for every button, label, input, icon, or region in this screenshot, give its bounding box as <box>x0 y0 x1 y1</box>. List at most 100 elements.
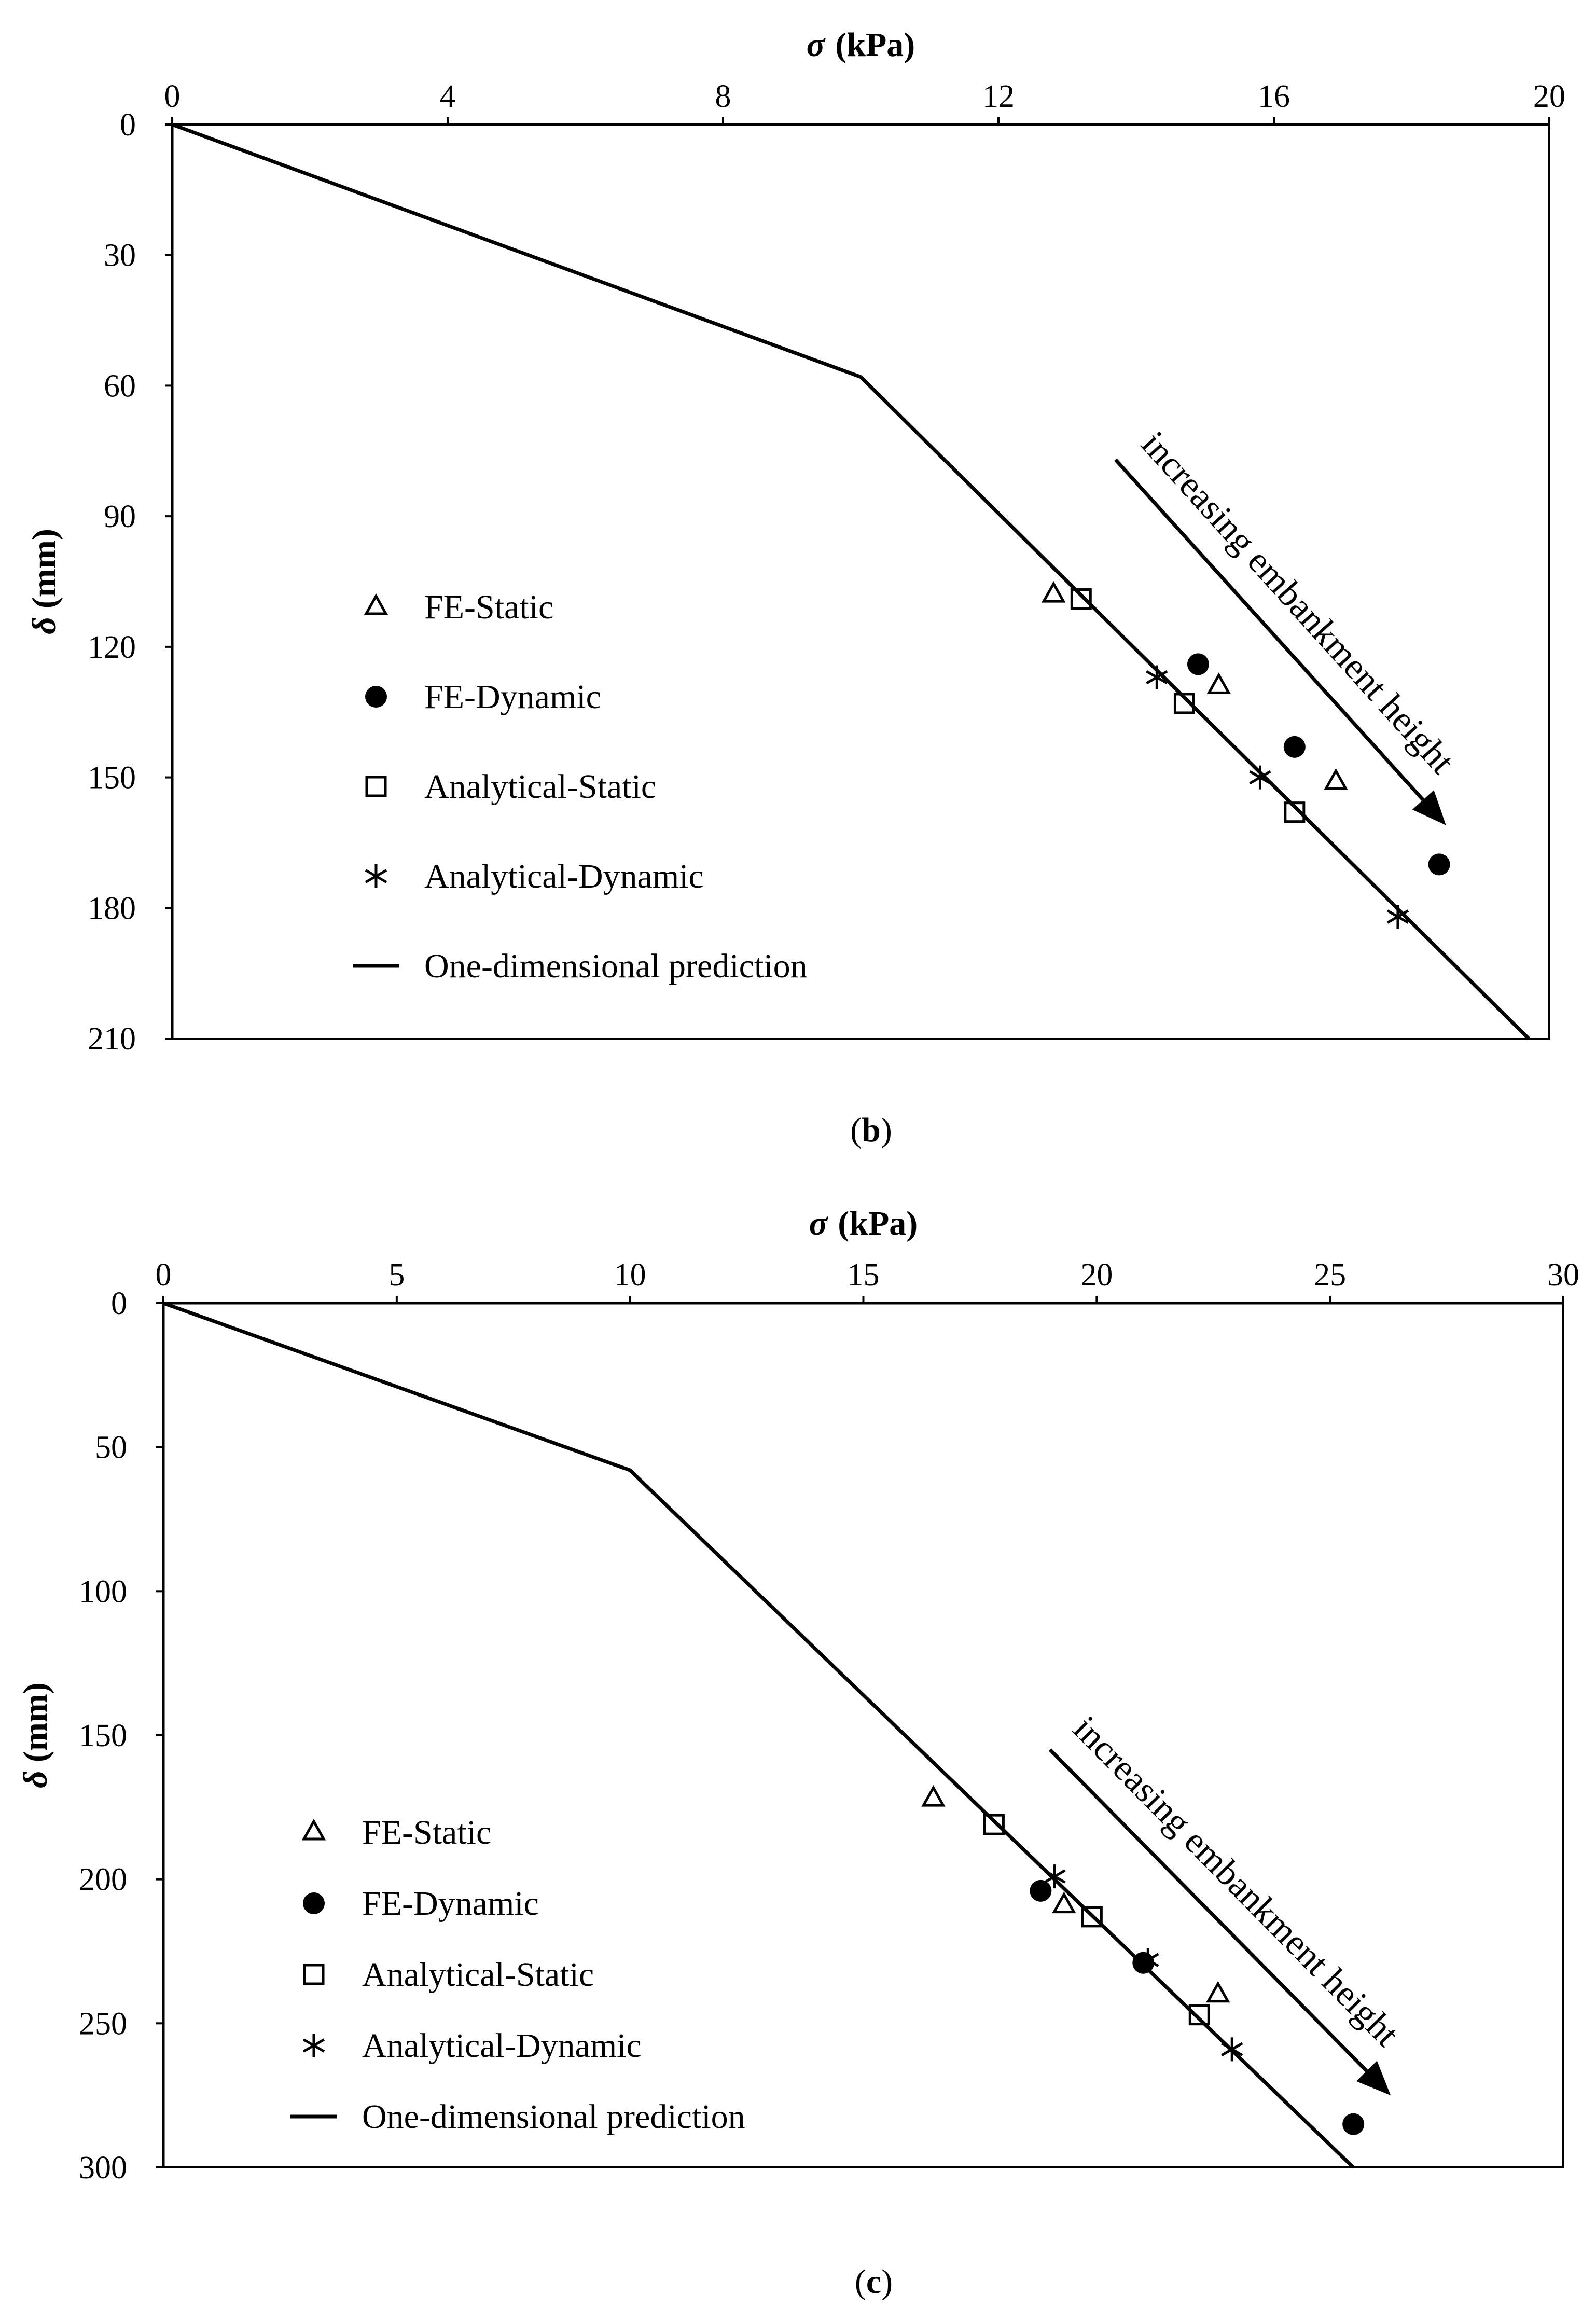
chart-c-legend-marker-fe-dynamic <box>303 1892 325 1914</box>
chart-c-legend-marker-analytical-dynamic <box>302 2034 325 2057</box>
chart-c-series-fe-dynamic <box>1030 1879 1365 2135</box>
chart-c-annotation-arrow-shaft <box>1048 1748 1368 2072</box>
chart-c-x-tick-label: 10 <box>614 1257 646 1293</box>
chart-b-legend-label-one-dimensional-prediction: One-dimensional prediction <box>424 947 808 985</box>
chart-b-series-one-dimensional-prediction <box>171 122 1530 1040</box>
chart-c-y-label: δ (mm) <box>17 1682 54 1788</box>
chart-b-analytical-static-point-1 <box>1070 588 1092 610</box>
chart-b-annotation-arrow-shaft <box>1114 458 1425 801</box>
chart-c-legend-marker-analytical-dynamic-strokes <box>302 2034 325 2057</box>
chart-b-fe-dynamic-point-3 <box>1428 853 1450 876</box>
chart-c-annotation-text: increasing embankment height <box>1065 1709 1407 2054</box>
chart-c-x-label-symbol: σ <box>809 1205 829 1242</box>
chart-b-y-label-unit: (mm) <box>25 529 63 609</box>
chart-b-one-dimensional-prediction-line <box>171 122 1530 1040</box>
chart-c-x-label: σ (kPa) <box>809 1205 918 1242</box>
chart-b-y-tick-label: 90 <box>104 499 136 534</box>
chart-b-y-label: δ (mm) <box>25 529 63 634</box>
chart-c-y-tick-label: 200 <box>79 1862 127 1898</box>
chart-b-x-label-unit: (kPa) <box>835 26 915 64</box>
chart-b-x-label: σ (kPa) <box>807 26 915 64</box>
chart-c-x-tick-label: 20 <box>1080 1257 1113 1293</box>
chart-b-y-tick-label: 150 <box>88 761 136 796</box>
chart-c-fe-static-point-1 <box>921 1785 946 1807</box>
chart-b-legend-label-fe-static: FE-Static <box>424 588 553 626</box>
chart-b-legend-marker-analytical-dynamic <box>365 864 387 888</box>
chart-c-series-analytical-dynamic <box>1044 1864 1243 2062</box>
chart-c-x-tick-label: 5 <box>388 1257 405 1293</box>
chart-c-y-label-symbol: δ <box>17 1771 54 1788</box>
chart-c-legend-label-analytical-static: Analytical-Static <box>362 1956 594 1994</box>
chart-c-fe-dynamic-point-1 <box>1030 1879 1052 1902</box>
chart-c-legend-label-fe-dynamic: FE-Dynamic <box>362 1885 539 1923</box>
chart-c-series-fe-static <box>921 1785 1230 2003</box>
chart-c-fe-static-point-2 <box>1052 1891 1076 1914</box>
chart-c-y-tick-label: 100 <box>79 1574 127 1609</box>
chart-c-analytical-static-point-2 <box>1081 1906 1103 1928</box>
chart-c-caption-open: ( <box>855 2263 866 2301</box>
chart-c-y-label-unit: (mm) <box>17 1682 54 1762</box>
chart-c-legend-marker-fe-static <box>301 1818 326 1841</box>
chart-b-x-tick-label: 4 <box>440 79 456 114</box>
chart-c-caption: (c) <box>855 2263 893 2301</box>
chart-b-series-analytical-static <box>1070 588 1306 823</box>
chart-c-x-tick-label: 25 <box>1314 1257 1346 1293</box>
chart-b-x-tick-label: 16 <box>1258 79 1290 114</box>
chart-b-annotation-arrow-head <box>1412 790 1446 825</box>
chart-c-fe-static-point-3 <box>1205 1981 1230 2003</box>
chart-b-analytical-static-point-3 <box>1284 801 1306 823</box>
chart-b: 0 4 8 12 16 20 0 30 60 90 120 150 180 210 σ (kPa) δ (mm) (… <box>25 26 1565 1149</box>
chart-b-legend-label-fe-dynamic: FE-Dynamic <box>424 678 601 716</box>
chart-b-x-label-symbol: σ <box>807 26 826 64</box>
chart-c-series-one-dimensional-prediction <box>162 1301 1355 2169</box>
chart-b-x-tick-label: 8 <box>715 79 731 114</box>
chart-b-fe-dynamic-point-1 <box>1187 653 1209 675</box>
chart-b-fe-static-point-1 <box>1041 581 1066 603</box>
chart-b-y-tick-label: 30 <box>104 238 136 273</box>
chart-b-y-tick-label: 120 <box>88 630 136 665</box>
chart-b-analytical-static-point-2 <box>1173 693 1195 714</box>
chart-c-legend-label-analytical-dynamic: Analytical-Dynamic <box>362 2027 642 2065</box>
chart-b-legend-label-analytical-static: Analytical-Static <box>424 768 656 806</box>
chart-c-series-analytical-static <box>983 1814 1210 2026</box>
chart-b-fe-dynamic-point-2 <box>1283 736 1306 758</box>
chart-b-y-label-symbol: δ <box>25 617 63 634</box>
chart-c-y-tick-label: 0 <box>111 1286 127 1321</box>
chart-c-y-tick-label: 250 <box>79 2006 127 2041</box>
chart-c-legend-label-fe-static: FE-Static <box>362 1814 491 1851</box>
chart-c-x-tick-label: 0 <box>156 1257 172 1293</box>
chart-c-legend-label-one-dimensional-prediction: One-dimensional prediction <box>362 2098 745 2136</box>
chart-b-x-tick-label: 20 <box>1533 79 1565 114</box>
chart-b-y-tick-label: 0 <box>120 107 136 143</box>
chart-b-caption-letter: b <box>862 1111 881 1149</box>
chart-c-legend-marker-analytical-static <box>303 1964 325 1985</box>
chart-b-fe-static-point-2 <box>1206 672 1231 694</box>
chart-c-x-tick-label: 15 <box>848 1257 880 1293</box>
chart-c-analytical-static-point-3 <box>1188 2004 1210 2026</box>
chart-c-caption-letter: c <box>866 2263 881 2301</box>
chart-b-y-tick-label: 60 <box>104 368 136 404</box>
chart-b-legend-marker-fe-dynamic <box>365 686 387 708</box>
chart-c-x-label-unit: (kPa) <box>838 1205 918 1242</box>
chart-c-y-tick-label: 150 <box>79 1718 127 1753</box>
chart-c-one-dimensional-prediction-line <box>162 1301 1355 2169</box>
chart-b-caption-open: ( <box>850 1111 862 1149</box>
chart-b-y-tick-label: 180 <box>88 891 136 926</box>
chart-c-y-tick-label: 50 <box>95 1430 127 1465</box>
chart-b-fe-static-point-3 <box>1324 768 1348 790</box>
chart-c-annotation-arrow-head <box>1356 2061 1391 2096</box>
chart-b-legend-marker-analytical-static <box>365 776 387 797</box>
chart-b-legend-marker-analytical-dynamic-strokes <box>365 864 387 888</box>
chart-c-caption-close: ) <box>881 2263 893 2301</box>
chart-b-plot-frame <box>171 123 1550 1040</box>
chart-c-analytical-static-point-1 <box>983 1814 1005 1835</box>
chart-b-y-tick-label: 210 <box>88 1021 136 1057</box>
chart-c-y-tick-label: 300 <box>79 2150 127 2186</box>
chart-b-x-tick-label: 0 <box>164 79 181 114</box>
chart-b-series-fe-dynamic <box>1187 653 1450 876</box>
chart-b-series-fe-static <box>1041 581 1348 790</box>
chart-b-caption: (b) <box>850 1111 892 1149</box>
chart-b-x-tick-label: 12 <box>982 79 1015 114</box>
